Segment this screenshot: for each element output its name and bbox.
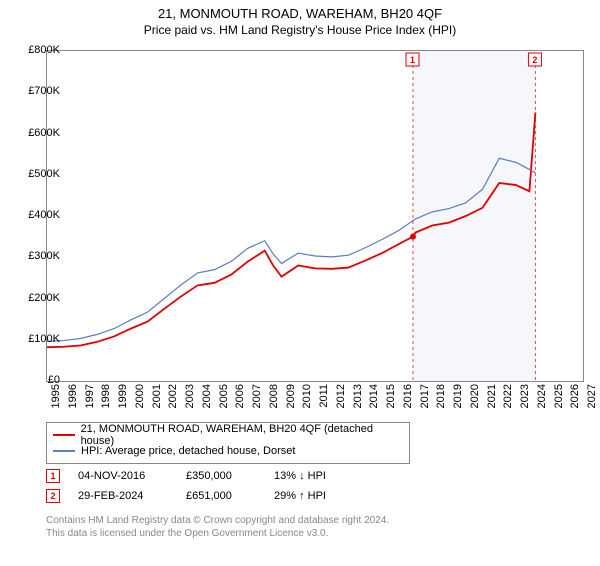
x-tick-label: 2024 — [536, 384, 548, 408]
chart-title: 21, MONMOUTH ROAD, WAREHAM, BH20 4QF — [0, 6, 600, 21]
x-tick-label: 2005 — [218, 384, 230, 408]
legend-box: 21, MONMOUTH ROAD, WAREHAM, BH20 4QF (de… — [46, 422, 410, 464]
chart-subtitle: Price paid vs. HM Land Registry's House … — [0, 23, 600, 37]
x-tick-label: 2026 — [569, 384, 581, 408]
x-tick-label: 2022 — [502, 384, 514, 408]
legend-label: 21, MONMOUTH ROAD, WAREHAM, BH20 4QF (de… — [81, 423, 403, 447]
x-tick-label: 2008 — [268, 384, 280, 408]
y-tick-label: £800K — [28, 44, 60, 56]
x-tick-label: 1997 — [84, 384, 96, 408]
x-tick-label: 2027 — [586, 384, 598, 408]
y-tick-label: £600K — [28, 127, 60, 139]
sale-price: £651,000 — [186, 490, 256, 502]
x-tick-label: 1995 — [50, 384, 62, 408]
sale-row: 2 29-FEB-2024 £651,000 29% ↑ HPI — [46, 486, 546, 506]
y-tick-label: £100K — [28, 333, 60, 345]
x-tick-label: 2018 — [435, 384, 447, 408]
plot-svg: 12 — [47, 51, 583, 381]
x-tick-label: 2013 — [352, 384, 364, 408]
x-tick-label: 2001 — [151, 384, 163, 408]
sale-price: £350,000 — [186, 470, 256, 482]
y-tick-label: £300K — [28, 250, 60, 262]
sale-date: 04-NOV-2016 — [78, 470, 168, 482]
y-tick-label: £500K — [28, 168, 60, 180]
x-tick-label: 2019 — [452, 384, 464, 408]
chart-container: 21, MONMOUTH ROAD, WAREHAM, BH20 4QF Pri… — [0, 6, 600, 566]
x-tick-label: 2009 — [285, 384, 297, 408]
sale-marker-box: 2 — [46, 489, 60, 503]
legend-label: HPI: Average price, detached house, Dors… — [81, 445, 295, 457]
y-tick-label: £200K — [28, 292, 60, 304]
svg-text:2: 2 — [532, 55, 537, 65]
x-tick-label: 2014 — [368, 384, 380, 408]
x-tick-label: 2003 — [184, 384, 196, 408]
x-tick-label: 2017 — [419, 384, 431, 408]
x-tick-label: 2002 — [167, 384, 179, 408]
x-tick-label: 1998 — [100, 384, 112, 408]
x-tick-label: 2023 — [519, 384, 531, 408]
x-tick-label: 2007 — [251, 384, 263, 408]
x-tick-label: 2000 — [134, 384, 146, 408]
legend-row: 21, MONMOUTH ROAD, WAREHAM, BH20 4QF (de… — [53, 427, 403, 443]
sale-marker-box: 1 — [46, 469, 60, 483]
x-tick-label: 2020 — [469, 384, 481, 408]
sale-diff: 29% ↑ HPI — [274, 490, 354, 502]
legend-swatch — [53, 434, 75, 436]
x-tick-label: 2021 — [486, 384, 498, 408]
x-tick-label: 2006 — [234, 384, 246, 408]
x-tick-label: 2015 — [385, 384, 397, 408]
sale-date: 29-FEB-2024 — [78, 490, 168, 502]
sale-diff: 13% ↓ HPI — [274, 470, 354, 482]
footer-text: Contains HM Land Registry data © Crown c… — [46, 514, 389, 540]
svg-text:1: 1 — [410, 55, 415, 65]
x-tick-label: 2011 — [318, 384, 330, 408]
y-tick-label: £400K — [28, 209, 60, 221]
x-tick-label: 1999 — [117, 384, 129, 408]
y-tick-label: £700K — [28, 85, 60, 97]
sale-row: 1 04-NOV-2016 £350,000 13% ↓ HPI — [46, 466, 546, 486]
x-tick-label: 2025 — [553, 384, 565, 408]
legend-swatch — [53, 450, 75, 452]
x-tick-label: 2012 — [335, 384, 347, 408]
x-tick-label: 2004 — [201, 384, 213, 408]
footer-line2: This data is licensed under the Open Gov… — [46, 527, 389, 540]
x-tick-label: 2010 — [301, 384, 313, 408]
plot-area: 12 — [46, 50, 584, 382]
footer-line1: Contains HM Land Registry data © Crown c… — [46, 514, 389, 527]
sales-table: 1 04-NOV-2016 £350,000 13% ↓ HPI2 29-FEB… — [46, 466, 546, 506]
x-tick-label: 2016 — [402, 384, 414, 408]
x-tick-label: 1996 — [67, 384, 79, 408]
